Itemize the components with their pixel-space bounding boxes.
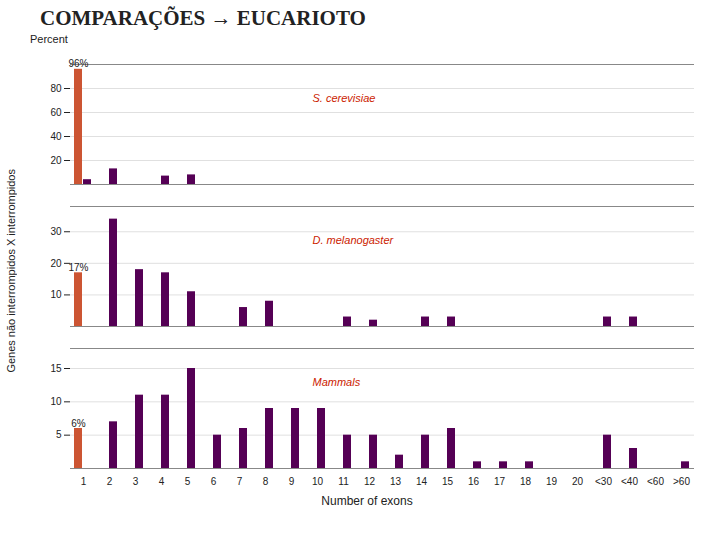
svg-text:5: 5 — [56, 429, 62, 440]
svg-text:4: 4 — [159, 476, 165, 487]
svg-text:12: 12 — [364, 476, 376, 487]
svg-text:20: 20 — [572, 476, 584, 487]
svg-text:5: 5 — [185, 476, 191, 487]
svg-text:11: 11 — [338, 476, 349, 487]
svg-text:14: 14 — [416, 476, 428, 487]
svg-text:7: 7 — [237, 476, 243, 487]
svg-text:<30: <30 — [595, 476, 612, 487]
svg-text:2: 2 — [107, 476, 113, 487]
svg-text:19: 19 — [546, 476, 558, 487]
svg-text:>60: >60 — [673, 476, 690, 487]
svg-text:10: 10 — [50, 396, 62, 407]
svg-text:13: 13 — [390, 476, 402, 487]
svg-text:60: 60 — [50, 107, 62, 118]
svg-text:16: 16 — [468, 476, 480, 487]
svg-text:9: 9 — [289, 476, 295, 487]
svg-text:10: 10 — [50, 289, 62, 300]
svg-text:S. cerevisiae: S. cerevisiae — [313, 92, 376, 104]
svg-text:<40: <40 — [621, 476, 638, 487]
html-text:Genes não interrompidos X inte: Genes não interrompidos X interrompidos — [5, 168, 17, 373]
svg-text:3: 3 — [133, 476, 139, 487]
svg-text:20: 20 — [50, 155, 62, 166]
svg-text:6: 6 — [211, 476, 217, 487]
svg-text:15: 15 — [50, 363, 62, 374]
svg-text:6%: 6% — [71, 418, 86, 429]
svg-text:17: 17 — [494, 476, 506, 487]
svg-text:Mammals: Mammals — [313, 376, 361, 388]
svg-text:15: 15 — [442, 476, 454, 487]
svg-text:18: 18 — [520, 476, 532, 487]
svg-text:8: 8 — [263, 476, 269, 487]
html-text:Number of exons: Number of exons — [321, 494, 413, 508]
svg-text:17%: 17% — [68, 262, 88, 273]
svg-text:30: 30 — [50, 226, 62, 237]
svg-text:<60: <60 — [647, 476, 664, 487]
svg-text:96%: 96% — [68, 58, 88, 69]
svg-text:10: 10 — [312, 476, 324, 487]
html-text:COMPARAÇÕES → EUCARIOTO: COMPARAÇÕES → EUCARIOTO — [40, 6, 366, 30]
svg-text:40: 40 — [50, 131, 62, 142]
svg-text:1: 1 — [81, 476, 87, 487]
svg-text:80: 80 — [50, 83, 62, 94]
svg-text:D. melanogaster: D. melanogaster — [313, 234, 395, 246]
html-text:Percent: Percent — [30, 33, 68, 45]
svg-text:20: 20 — [50, 258, 62, 269]
